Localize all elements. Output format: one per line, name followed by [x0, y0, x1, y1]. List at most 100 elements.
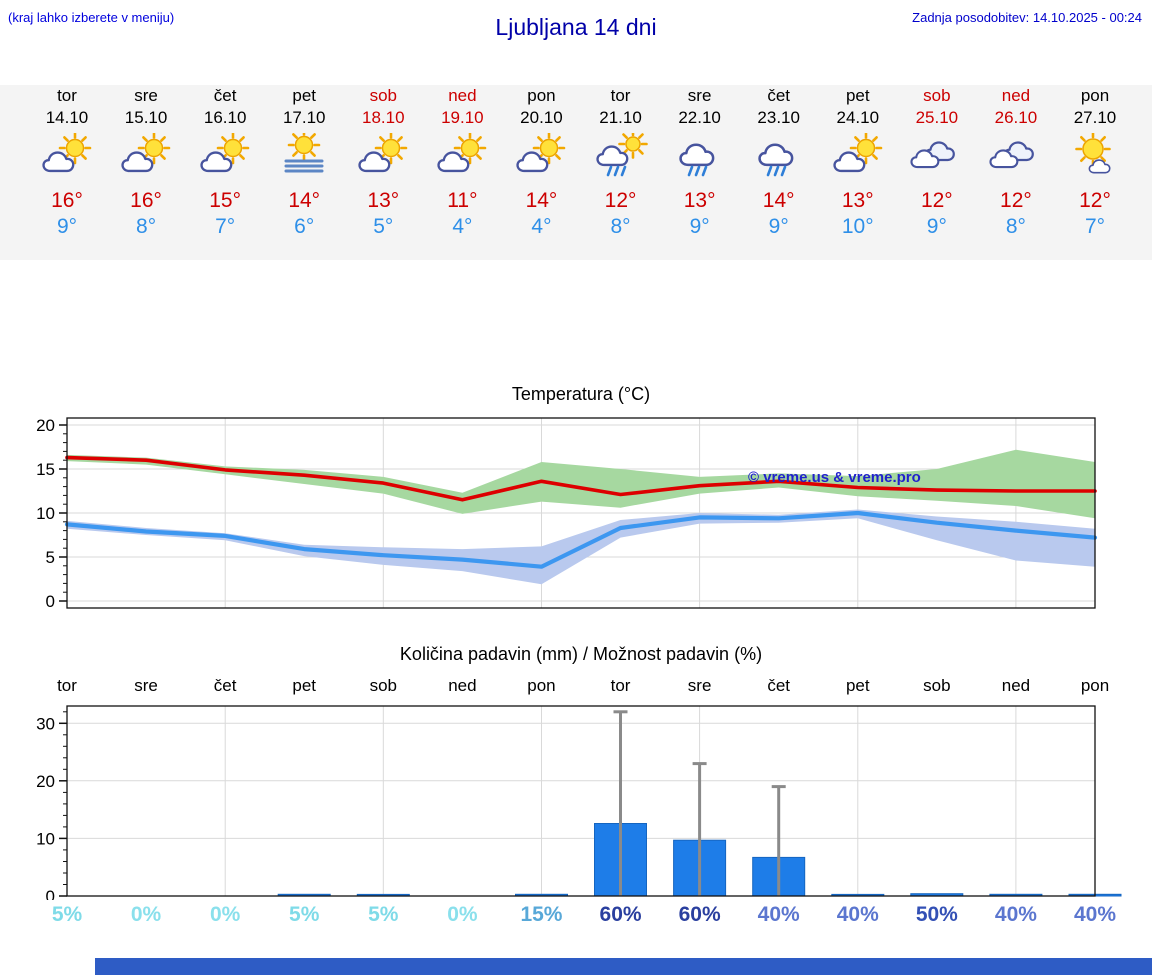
- precip-chart: 0 10 20 30: [36, 705, 1122, 900]
- day-name: pon: [1080, 86, 1110, 105]
- high-temp: 16°: [130, 189, 162, 212]
- precip-day-label: ned: [1001, 676, 1031, 695]
- day-name: ned: [1001, 86, 1031, 105]
- svg-text:20: 20: [36, 772, 55, 791]
- rain-icon: [739, 133, 819, 183]
- precip-probability: 5%: [51, 903, 83, 926]
- forecast-strip: tor 14.10 16° 9° sre 15.10 16° 8° čet 16.10 15° 7° p…: [0, 85, 1152, 260]
- high-temp: 14°: [762, 189, 795, 212]
- day-name: pet: [845, 86, 870, 105]
- sun-cloud-icon: [818, 131, 898, 183]
- sun-cloud-icon: [185, 131, 265, 183]
- precip-day-labels: tor sre čet pet sob ned pon tor sre čet pet sob ned p…: [0, 676, 1152, 702]
- day-date: 21.10: [599, 108, 642, 127]
- precip-probability: 60%: [599, 903, 642, 926]
- low-temp: 9°: [56, 215, 78, 238]
- svg-text:0: 0: [46, 592, 55, 611]
- precip-day-label: sre: [134, 676, 158, 695]
- svg-text:10: 10: [36, 829, 55, 848]
- day-date: 24.10: [836, 108, 880, 127]
- precip-day-label: sob: [923, 676, 951, 695]
- low-temp: 9°: [768, 215, 789, 238]
- svg-text:0: 0: [46, 887, 55, 900]
- day-date: 22.10: [678, 108, 721, 127]
- day-date: 19.10: [441, 108, 484, 127]
- low-temp: 8°: [136, 215, 157, 238]
- page-title: Ljubljana 14 dni: [495, 14, 657, 40]
- forecast-day[interactable]: pet 17.10 14° 6°: [264, 85, 344, 239]
- precip-probability: 0%: [130, 903, 162, 926]
- precip-day-label: pon: [527, 676, 556, 695]
- precipitation-chart-title: Količina padavin (mm) / Možnost padavin …: [399, 644, 763, 664]
- low-temp: 8°: [1005, 215, 1026, 238]
- day-date: 15.10: [124, 108, 168, 127]
- high-temp: 13°: [841, 189, 874, 212]
- forecast-day[interactable]: tor 14.10 16° 9°: [27, 85, 107, 239]
- precip-day-label: tor: [610, 676, 631, 695]
- precip-probability: 40%: [836, 903, 879, 926]
- forecast-day[interactable]: ned 19.10 11° 4°: [422, 85, 502, 239]
- high-temp: 12°: [1079, 189, 1111, 212]
- forecast-day[interactable]: ned 26.10 12° 8°: [976, 85, 1056, 239]
- svg-text:30: 30: [36, 714, 55, 733]
- high-temp: 14°: [288, 189, 321, 212]
- low-temp: 4°: [531, 215, 552, 238]
- precip-day-label: čet: [213, 676, 237, 695]
- forecast-day[interactable]: sre 15.10 16° 8°: [106, 85, 186, 239]
- precip-probability: 40%: [994, 903, 1037, 926]
- precip-probability: 60%: [678, 903, 721, 926]
- forecast-day[interactable]: tor 21.10 12° 8°: [581, 85, 661, 239]
- high-temp: 13°: [367, 189, 400, 212]
- precip-probability: 40%: [1073, 903, 1117, 926]
- low-temp: 4°: [452, 215, 473, 238]
- fog-sun-icon: [264, 128, 344, 183]
- forecast-day[interactable]: pet 24.10 13° 10°: [818, 85, 898, 239]
- precip-day-label: pet: [845, 676, 870, 695]
- day-name: pet: [292, 86, 317, 105]
- temperature-chart-title: Temperatura (°C): [511, 384, 651, 404]
- high-temp: 13°: [683, 189, 716, 212]
- precip-probability: 5%: [289, 903, 320, 926]
- low-temp: 6°: [294, 215, 315, 238]
- high-temp: 16°: [51, 189, 83, 212]
- precip-day-label: pet: [292, 676, 317, 695]
- high-temp: 11°: [447, 189, 478, 212]
- rain-icon: [660, 133, 740, 183]
- forecast-day[interactable]: čet 16.10 15° 7°: [185, 85, 265, 239]
- high-temp: 15°: [209, 189, 242, 212]
- day-date: 17.10: [282, 108, 326, 127]
- low-temp: 8°: [610, 215, 631, 238]
- sun-cloud-icon: [27, 131, 107, 183]
- day-name: sre: [134, 86, 158, 105]
- precip-probability: 0%: [447, 903, 478, 926]
- sun-cloud-icon: [106, 131, 186, 183]
- high-temp: 12°: [920, 189, 953, 212]
- low-temp: 5°: [373, 215, 394, 238]
- day-name: ned: [448, 86, 477, 105]
- forecast-day[interactable]: sob 18.10 13° 5°: [343, 85, 423, 239]
- low-temp: 7°: [1084, 215, 1106, 238]
- forecast-day[interactable]: pon 20.10 14° 4°: [501, 85, 581, 239]
- sun-small-cloud-icon: [1055, 131, 1135, 183]
- forecast-day[interactable]: čet 23.10 14° 9°: [739, 85, 819, 239]
- precip-day-label: tor: [57, 676, 77, 695]
- precip-probability: 15%: [520, 903, 563, 926]
- precip-day-label: sre: [687, 676, 712, 695]
- day-date: 20.10: [520, 108, 563, 127]
- day-name: pon: [527, 86, 556, 105]
- cloudy-icon: [976, 133, 1056, 183]
- svg-text:10: 10: [36, 504, 55, 523]
- precip-day-label: sob: [369, 676, 397, 695]
- forecast-day[interactable]: sob 25.10 12° 9°: [897, 85, 977, 239]
- footer-banner[interactable]: [95, 958, 1152, 975]
- forecast-day[interactable]: sre 22.10 13° 9°: [660, 85, 740, 239]
- precip-probability: 0%: [209, 903, 241, 926]
- chart-watermark: © vreme.us & vreme.pro: [748, 469, 921, 486]
- svg-text:20: 20: [36, 416, 55, 435]
- low-temp: 9°: [689, 215, 710, 238]
- forecast-day[interactable]: pon 27.10 12° 7°: [1055, 85, 1135, 239]
- precip-probability: 40%: [757, 903, 800, 926]
- precip-probability: 5%: [368, 903, 399, 926]
- low-temp: 10°: [841, 215, 874, 238]
